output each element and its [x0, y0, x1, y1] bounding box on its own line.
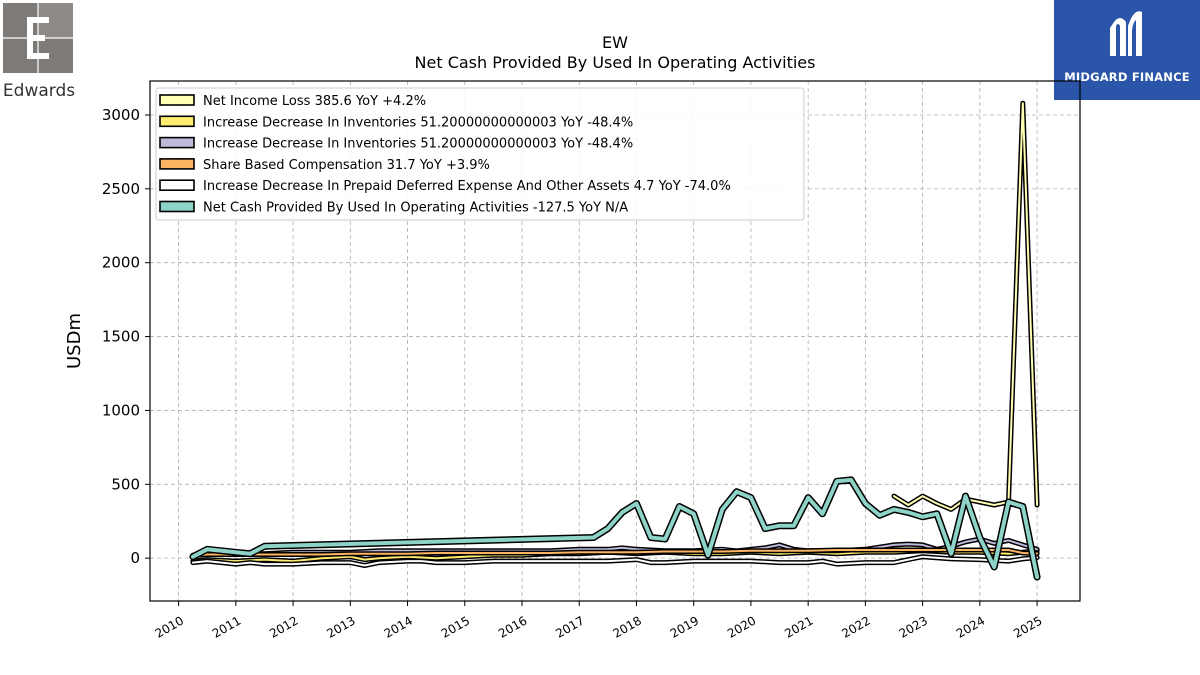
x-tick-label: 2017 [553, 613, 586, 640]
legend-label: Share Based Compensation 31.7 YoY +3.9% [203, 158, 490, 173]
series-group [189, 100, 1041, 581]
y-tick-label: 2000 [102, 254, 140, 272]
x-tick-label: 2016 [496, 613, 529, 640]
edwards-logo-mark: Edwards [3, 3, 75, 101]
y-axis-ticks: 0 500 1000 1500 2000 2500 3000 [102, 106, 150, 567]
legend-label: Increase Decrease In Inventories 51.2000… [203, 137, 633, 152]
x-tick-label: 2013 [324, 613, 357, 640]
midgard-finance-wordmark: MIDGARD FINANCE [1064, 70, 1190, 84]
x-tick-label: 2024 [954, 613, 987, 640]
x-tick-label: 2021 [782, 613, 815, 640]
legend-label: Net Income Loss 385.6 YoY +4.2% [203, 94, 426, 109]
x-tick-label: 2011 [210, 613, 243, 640]
y-tick-label: 500 [111, 475, 140, 493]
legend-swatch [159, 158, 195, 170]
y-tick-label: 2500 [102, 180, 140, 198]
y-tick-label: 1500 [102, 328, 140, 346]
x-tick-label: 2025 [1011, 613, 1044, 640]
legend-box [155, 87, 805, 221]
y-tick-label: 1000 [102, 401, 140, 419]
y-axis-label: USDm [64, 313, 85, 369]
y-tick-label: 3000 [102, 106, 140, 124]
x-tick-label: 2020 [725, 613, 758, 640]
chart-title: EW [602, 33, 628, 52]
edwards-logo: Edwards [3, 3, 75, 101]
y-tick-label: 0 [130, 549, 140, 567]
legend-swatch [159, 136, 195, 149]
x-tick-label: 2023 [897, 613, 930, 640]
legend-swatch [159, 94, 195, 106]
chart-subtitle: Net Cash Provided By Used In Operating A… [415, 53, 816, 72]
series-line-4 [191, 555, 1039, 567]
midgard-finance-logo: MIDGARD FINANCE [1054, 0, 1200, 100]
series-line-3 [191, 549, 1039, 557]
legend: Net Income Loss 385.6 YoY +4.2% Increase … [155, 87, 805, 221]
x-tick-label: 2019 [668, 613, 701, 640]
edwards-wordmark: Edwards [3, 81, 75, 101]
legend-label: Increase Decrease In Prepaid Deferred Ex… [203, 179, 731, 194]
midgard-finance-logo-mark [1110, 11, 1142, 56]
x-tick-label: 2010 [153, 613, 186, 640]
legend-label: Increase Decrease In Inventories 51.2000… [203, 115, 633, 130]
x-axis-ticks: 2010 2011 2012 2013 2014 2015 2016 2017 2018 2019… [153, 601, 1045, 641]
x-tick-label: 2012 [267, 613, 300, 640]
legend-swatch [159, 115, 195, 128]
plot-frame [149, 80, 1081, 602]
legend-swatch [159, 200, 195, 213]
legend-swatch [159, 179, 195, 191]
series-line-0 [893, 102, 1039, 511]
x-tick-label: 2014 [382, 613, 415, 640]
legend-label: Net Cash Provided By Used In Operating A… [203, 201, 628, 216]
series-line-5 [190, 477, 1040, 579]
x-tick-label: 2018 [611, 613, 644, 640]
x-tick-label: 2015 [439, 613, 472, 640]
x-tick-label: 2022 [839, 613, 872, 640]
